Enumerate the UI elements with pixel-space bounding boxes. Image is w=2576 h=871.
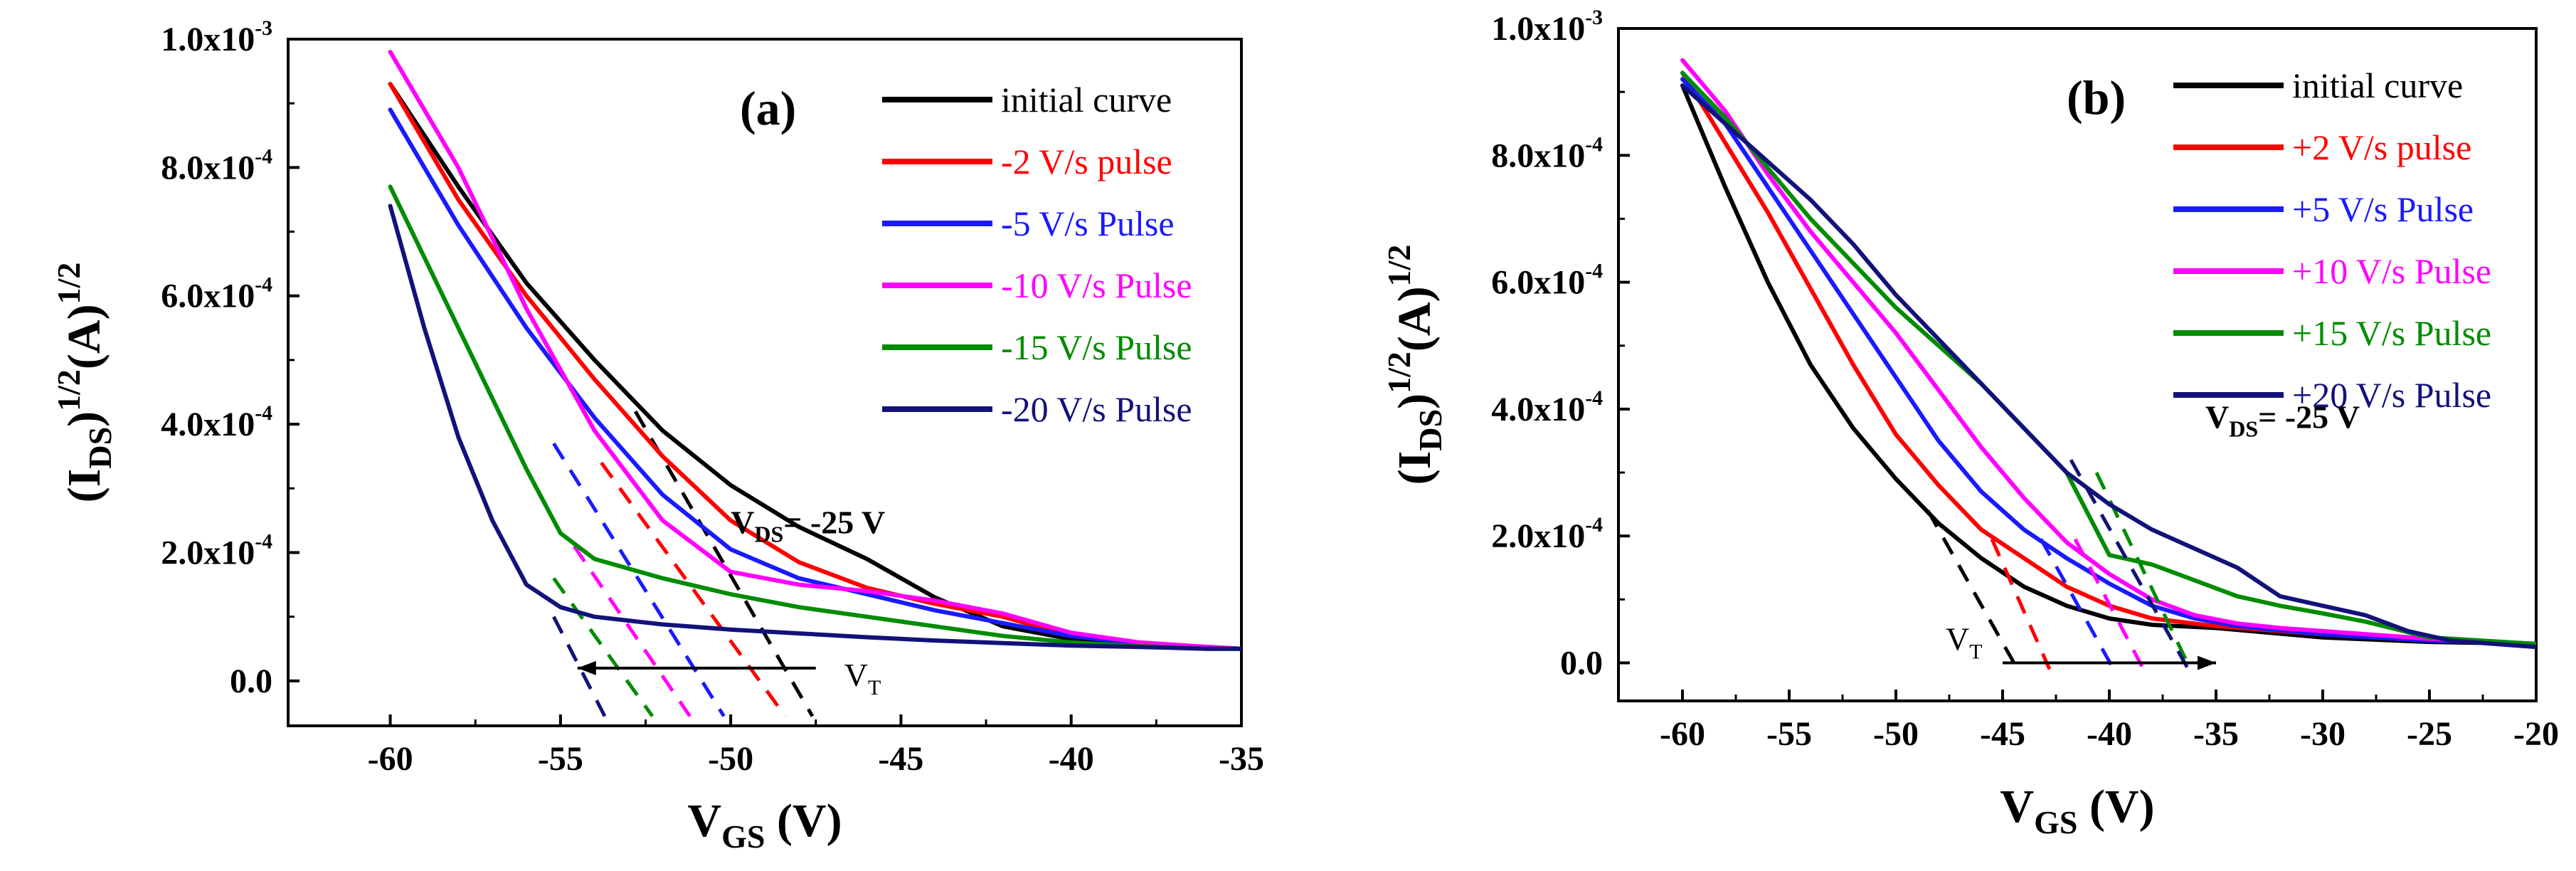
- series-group: [1680, 58, 2536, 670]
- x-tick-label: -55: [1766, 715, 1812, 753]
- tangent-line-2-v-s-pulse: [1990, 538, 2052, 670]
- y-tick-label: 4.0x10-4: [161, 401, 272, 443]
- y-tick-label: 1.0x10-3: [1491, 6, 1603, 48]
- vds-annotation: VDS= -25 V: [2205, 399, 2360, 442]
- x-tick-label: -60: [368, 740, 413, 778]
- vt-arrow-head: [2198, 655, 2216, 670]
- series-line-10-v-s-pulse: [388, 50, 1241, 651]
- panel-label: (a): [740, 81, 796, 135]
- tangent-line-10-v-s-pulse: [572, 545, 691, 717]
- x-tick-label: -55: [538, 740, 583, 778]
- x-tick-label: -25: [2407, 715, 2452, 753]
- tangent-line-15-v-s-pulse: [552, 577, 654, 717]
- x-tick-label: -60: [1660, 715, 1705, 753]
- legend-label-5-v-s-pulse: -5 V/s Pulse: [1001, 204, 1175, 243]
- plot-frame: [287, 38, 1243, 727]
- series-group: [388, 50, 1241, 717]
- legend: initial curve -2 V/s pulse -5 V/s Pulse -10…: [882, 80, 1192, 429]
- y-tick-label: 8.0x10-4: [161, 144, 272, 186]
- legend-label-2-v-s-pulse: -2 V/s pulse: [1001, 142, 1172, 181]
- vt-label: VT: [1946, 621, 1983, 664]
- x-tick-label: -40: [2087, 715, 2132, 753]
- legend-label-20-v-s-pulse: -20 V/s Pulse: [1001, 389, 1192, 429]
- x-tick-label: -50: [708, 740, 753, 778]
- y-tick-label: 8.0x10-4: [1491, 132, 1603, 174]
- tangent-line-2-v-s-pulse: [600, 461, 787, 717]
- legend-label-2-v-s-pulse: +2 V/s pulse: [2292, 127, 2471, 167]
- series-line-20-v-s-pulse: [388, 204, 1241, 651]
- x-axis-label: VGS (V): [2000, 781, 2154, 840]
- chart-panel-b: -60 -55 -50 -45 -40 -35 -30 -25 -20 0.0 2.0x10-4 4.…: [1381, 6, 2559, 840]
- y-tick-label: 6.0x10-4: [161, 273, 272, 315]
- legend-label-10-v-s-pulse: +10 V/s Pulse: [2292, 251, 2491, 291]
- x-tick-label: -40: [1049, 740, 1094, 778]
- tangent-line-5-v-s-pulse: [2039, 538, 2116, 670]
- tangent-line-20-v-s-pulse: [2069, 459, 2190, 670]
- tangent-line-10-v-s-pulse: [2073, 538, 2146, 670]
- legend-label-20-v-s-pulse: +20 V/s Pulse: [2292, 375, 2491, 415]
- y-tick-label: 0.0: [230, 663, 272, 700]
- x-tick-label: -35: [1219, 740, 1264, 778]
- y-tick-label: 0.0: [1560, 645, 1603, 682]
- legend-label-5-v-s-pulse: +5 V/s Pulse: [2292, 189, 2474, 229]
- series-line-initial-curve: [1680, 83, 2536, 646]
- x-tick-label: -35: [2193, 715, 2239, 753]
- legend-label-15-v-s-pulse: +15 V/s Pulse: [2292, 313, 2491, 353]
- y-axis-label: (IDS)1/2(A)1/2: [1381, 245, 1448, 485]
- series-line-5-v-s-pulse: [1680, 77, 2536, 646]
- series-line-10-v-s-pulse: [1680, 58, 2536, 646]
- legend-label-initial-curve: initial curve: [1001, 80, 1172, 120]
- chart-panel-a: -60 -55 -50 -45 -40 -35 0.0 2.0x10-4 4.0x10-4 6.0…: [51, 16, 1264, 855]
- y-tick-label: 4.0x10-4: [1491, 386, 1603, 428]
- x-tick-label: -45: [878, 740, 923, 778]
- series-line-20-v-s-pulse: [1680, 83, 2536, 650]
- legend-label-10-v-s-pulse: -10 V/s Pulse: [1001, 265, 1192, 305]
- tangent-line-20-v-s-pulse: [552, 616, 607, 717]
- y-tick-label: 6.0x10-4: [1491, 260, 1603, 302]
- panel-label: (b): [2067, 70, 2126, 125]
- y-tick-label: 2.0x10-4: [1491, 513, 1603, 555]
- vds-annotation: VDS= -25 V: [731, 504, 885, 547]
- y-tick-label: 2.0x10-4: [161, 529, 272, 571]
- vt-arrow-head: [577, 660, 596, 675]
- x-tick-label: -45: [1980, 715, 2025, 753]
- x-axis-label: VGS (V): [687, 795, 842, 855]
- plot-frame: [1617, 27, 2538, 702]
- y-axis-label: (IDS)1/2(A)1/2: [51, 263, 118, 503]
- legend: initial curve +2 V/s pulse +5 V/s Pulse +10…: [2173, 65, 2491, 415]
- x-tick-label: -50: [1873, 715, 1919, 753]
- x-tick-label: -20: [2513, 715, 2559, 753]
- tangent-line-initial-curve: [633, 410, 815, 717]
- y-tick-label: 1.0x10-3: [161, 16, 272, 58]
- vt-label: VT: [844, 657, 881, 700]
- x-tick-label: -30: [2300, 715, 2346, 753]
- legend-label-initial-curve: initial curve: [2292, 65, 2463, 105]
- tangent-line-15-v-s-pulse: [2094, 471, 2193, 670]
- tangent-line-5-v-s-pulse: [552, 442, 726, 717]
- legend-label-15-v-s-pulse: -15 V/s Pulse: [1001, 327, 1192, 367]
